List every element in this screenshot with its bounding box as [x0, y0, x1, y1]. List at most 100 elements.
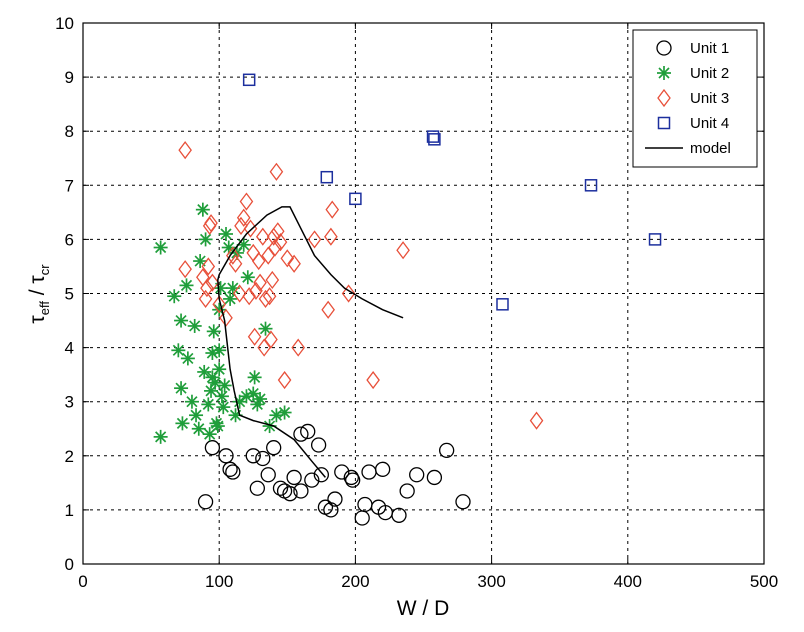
legend-swatch	[657, 116, 671, 130]
unit-1-point	[286, 469, 302, 486]
unit-2-point	[167, 289, 182, 304]
unit-3-point	[325, 200, 340, 219]
x-axis-label: W / D	[397, 597, 450, 620]
legend-label: Unit 1	[690, 40, 729, 57]
unit-3-point	[201, 257, 216, 276]
unit-2-point	[217, 378, 232, 393]
y-tick-label: 3	[65, 393, 74, 412]
unit-4-point	[428, 133, 441, 146]
unit-3-point	[204, 214, 218, 233]
unit-1-point	[197, 494, 214, 510]
unit-3-point	[270, 222, 285, 241]
unit-2-point	[179, 278, 194, 293]
unit-1-point	[225, 464, 241, 480]
unit-2-point	[153, 429, 168, 444]
unit-1-point	[245, 448, 261, 464]
series-unit-2	[153, 202, 292, 444]
unit-3-point	[242, 287, 256, 306]
unit-1-point	[272, 480, 289, 496]
unit-2-point	[225, 281, 240, 296]
unit-2-point	[253, 391, 268, 406]
y-tick-label: 5	[65, 285, 74, 304]
unit-2-point	[153, 240, 168, 255]
unit-2-point	[171, 343, 186, 358]
unit-2-point	[223, 291, 238, 306]
y-tick-label: 10	[55, 14, 74, 33]
y-axis-label-separator: /	[26, 284, 49, 302]
unit-3-point	[307, 230, 322, 249]
x-tick-label: 500	[750, 572, 778, 591]
unit-1-point	[334, 464, 350, 480]
unit-1-point	[282, 486, 298, 502]
y-tick-label: 1	[65, 501, 74, 520]
unit-2-point	[214, 389, 229, 404]
unit-3-point	[268, 238, 282, 257]
unit-4-point	[349, 192, 362, 206]
unit-2-point	[197, 364, 212, 379]
series-model	[217, 206, 404, 478]
series-layer	[153, 73, 662, 526]
unit-1-point	[218, 448, 234, 464]
legend-swatch	[657, 66, 671, 80]
unit-3-point	[251, 251, 266, 271]
unit-2-point	[247, 370, 262, 385]
unit-2-point	[195, 202, 210, 217]
unit-2-point	[210, 419, 225, 434]
unit-2-point	[180, 351, 195, 366]
x-tick-label: 200	[341, 572, 369, 591]
unit-3-point	[366, 370, 380, 390]
unit-3-point	[269, 162, 284, 181]
unit-3-point	[273, 233, 288, 252]
unit-3-point	[280, 249, 295, 268]
unit-3-point	[178, 260, 192, 279]
unit-1-point	[426, 469, 443, 486]
unit-3-point	[255, 227, 270, 246]
unit-2-point	[216, 400, 231, 415]
unit-3-point	[262, 287, 277, 306]
unit-3-point	[249, 281, 263, 300]
legend-label: Unit 3	[690, 90, 729, 107]
unit-3-point	[205, 273, 220, 292]
unit-1-point	[293, 483, 309, 499]
x-tick-label: 400	[614, 572, 642, 591]
unit-2-point	[240, 270, 255, 285]
unit-2-point	[174, 381, 189, 396]
y-axis-label-denominator-sub: cr	[37, 264, 52, 276]
x-tick-label: 300	[477, 572, 505, 591]
series-unit-3	[178, 141, 544, 430]
unit-3-point	[277, 370, 292, 390]
unit-2-point	[212, 362, 227, 377]
unit-1-point	[374, 461, 391, 477]
unit-2-point	[277, 405, 292, 420]
unit-3-point	[266, 227, 281, 246]
unit-1-point	[391, 507, 407, 523]
unit-2-point	[198, 232, 213, 247]
unit-3-point	[239, 192, 254, 211]
legend-entry-unit-1: Unit 1	[656, 40, 729, 57]
unit-2-point	[175, 416, 190, 431]
unit-1-point	[455, 494, 471, 510]
unit-3-point	[261, 246, 276, 265]
unit-2-point	[193, 254, 208, 269]
legend-label: Unit 4	[690, 115, 729, 132]
unit-2-point	[219, 226, 234, 241]
unit-4-point	[648, 233, 662, 246]
unit-3-point	[264, 330, 278, 349]
unit-3-point	[291, 338, 306, 357]
legend-label: Unit 2	[690, 65, 729, 82]
y-axis-label-numerator: τ	[26, 315, 49, 324]
y-axis-label-denominator: τ	[26, 275, 49, 284]
unit-3-point	[200, 279, 214, 298]
y-tick-label: 7	[65, 176, 74, 195]
y-axis-label: τeff / τcr	[26, 264, 52, 324]
unit-3-point	[287, 254, 301, 273]
unit-3-point	[253, 273, 267, 292]
unit-1-point	[204, 440, 221, 456]
legend-swatch	[657, 88, 671, 108]
unit-2-point	[174, 313, 189, 328]
unit-1-point	[249, 480, 265, 496]
y-tick-label: 8	[65, 122, 74, 141]
tick-labels: 0 100 200 300 400 500 0 1 2 3 4 5 6 7 8 9 10	[55, 14, 778, 591]
unit-3-point	[265, 270, 280, 290]
